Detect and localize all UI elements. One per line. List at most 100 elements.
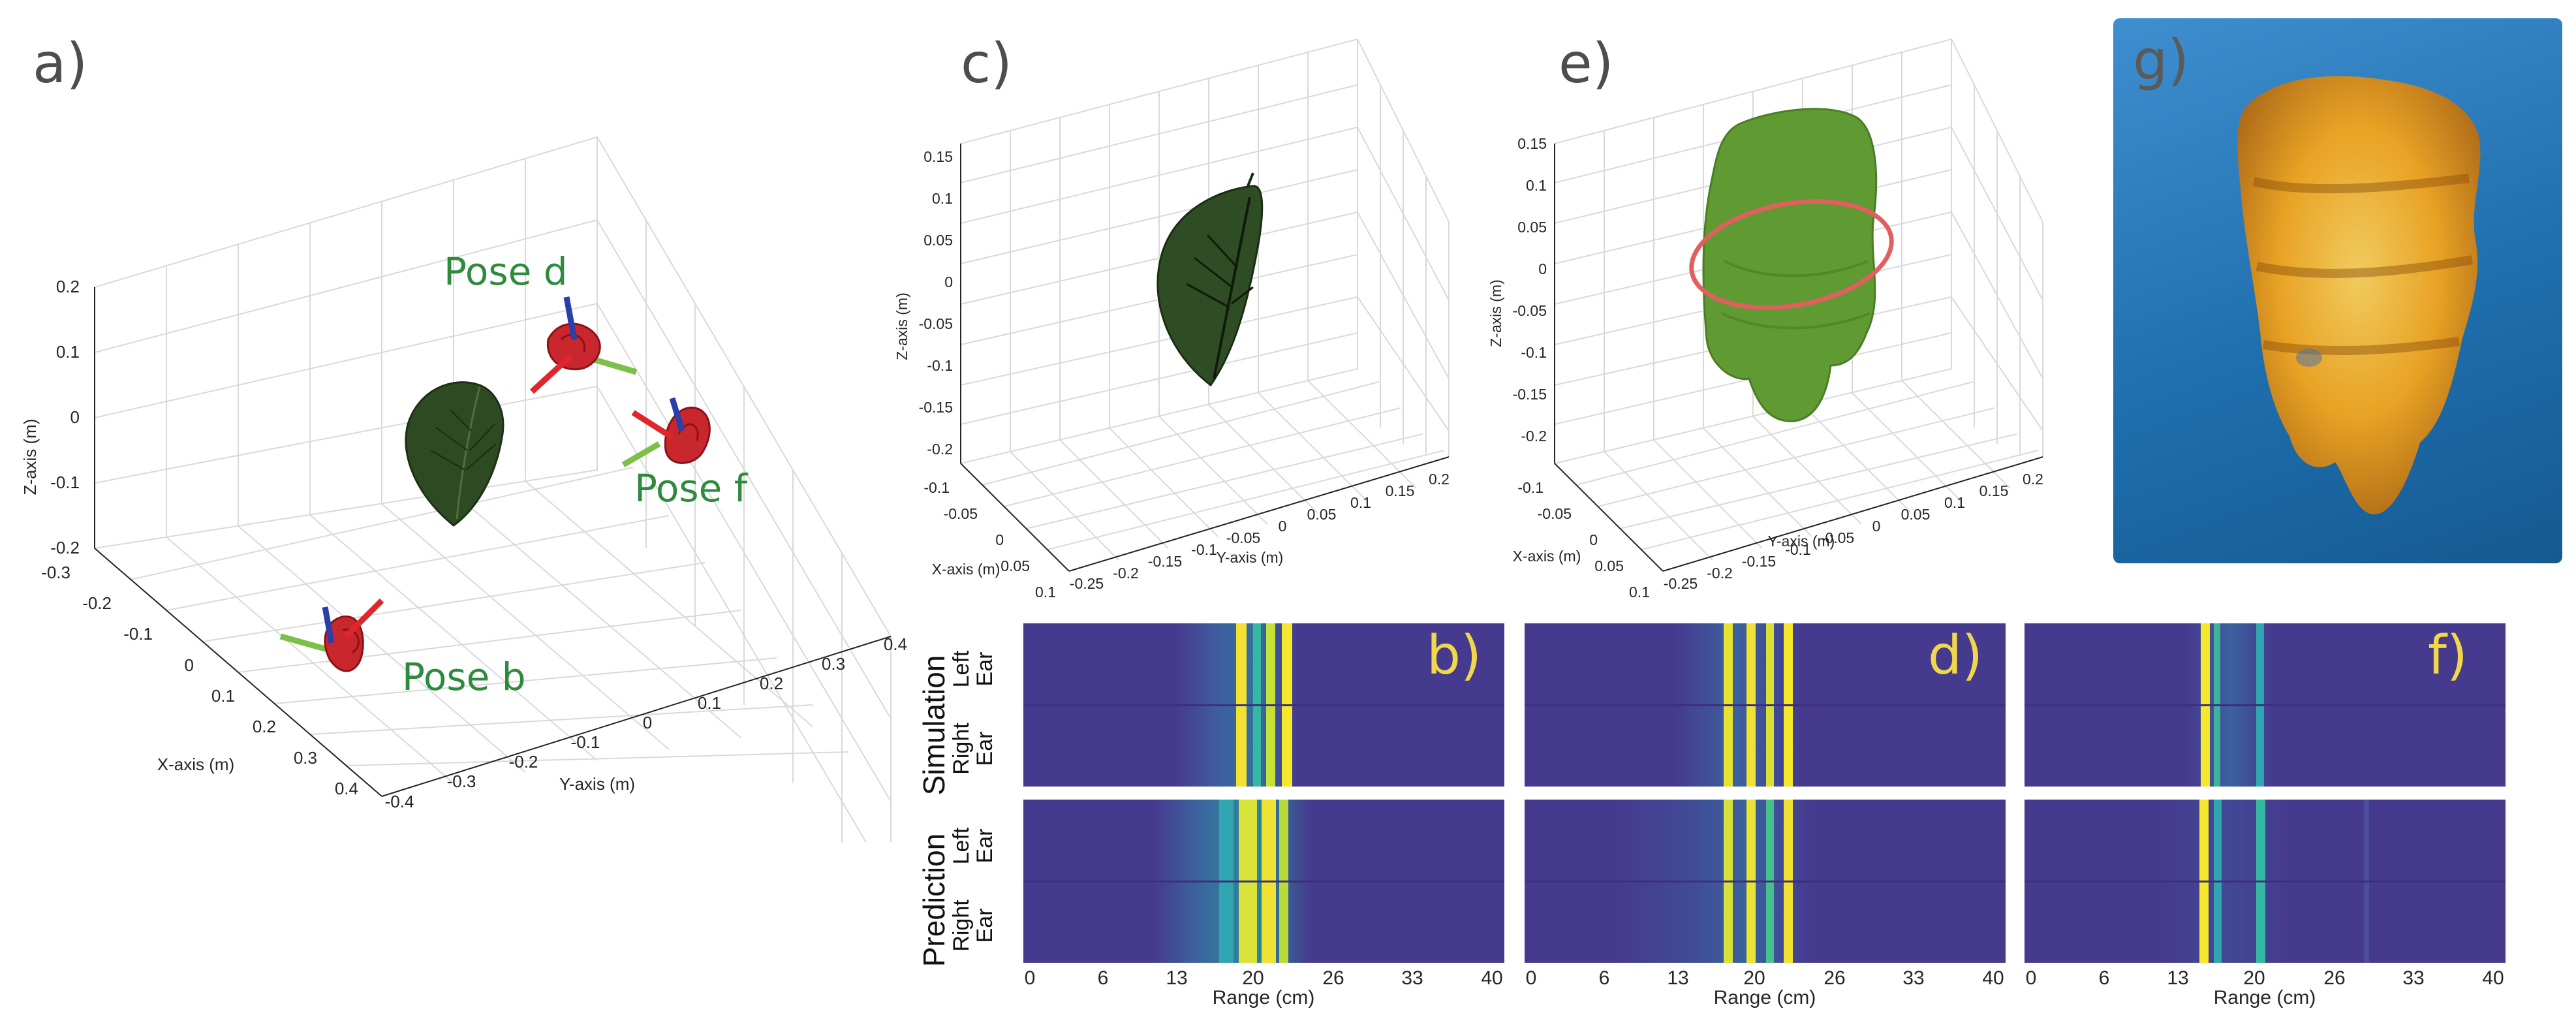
spectrogram-sim-f: f) [2025, 623, 2506, 787]
ear-divider [1023, 704, 1504, 706]
range-tick: 33 [1902, 967, 1925, 989]
z-tick: 0.05 [1517, 219, 1547, 236]
ear-line: Ear [972, 908, 997, 943]
y-tick: 0 [1279, 518, 1287, 535]
y-tick: 0 [643, 713, 652, 732]
panel-a-grid [94, 136, 892, 842]
spectrogram-pred-b [1023, 800, 1504, 963]
range-tick: 6 [1598, 967, 1610, 989]
y-tick: 0.05 [1307, 506, 1337, 523]
z-tick: -0.2 [50, 538, 80, 557]
panel-e-y-label: Y-axis (m) [1768, 533, 1835, 550]
panel-label-c: c) [961, 31, 1012, 95]
ear-divider [1023, 881, 1504, 882]
panel-e-z-ticks: 0.15 0.1 0.05 0 -0.05 -0.1 -0.15 -0.2 [1513, 135, 1547, 445]
x-tick: 0.05 [1594, 557, 1624, 574]
ear-divider [2025, 704, 2506, 706]
ear-divider [1525, 704, 2006, 706]
panel-a-z-label: Z-axis (m) [20, 419, 40, 495]
range-tick: 13 [2167, 967, 2189, 989]
row-label-prediction: Prediction [917, 833, 951, 967]
panel-label-g: g) [2133, 28, 2190, 92]
x-tick: -0.1 [923, 479, 950, 496]
y-tick: 0.3 [822, 654, 845, 674]
range-tick: 40 [1982, 967, 2004, 989]
range-tick: 20 [1743, 967, 1765, 989]
ear-line: Ear [972, 828, 997, 864]
x-tick: 0.3 [294, 748, 317, 768]
ear-line: Right [949, 723, 974, 775]
y-tick: -0.05 [1226, 529, 1260, 546]
x-tick: -0.05 [944, 505, 978, 522]
panel-c-3d-plot: 0.15 0.1 0.05 0 -0.05 -0.1 -0.15 -0.2 Z-… [888, 26, 1475, 601]
ear-label-sim-right: Right Ear [949, 713, 1002, 785]
z-tick: -0.2 [1521, 428, 1547, 445]
z-tick: -0.1 [50, 473, 80, 492]
y-tick: 0.2 [1429, 471, 1450, 488]
panel-label-b: b) [1427, 625, 1482, 687]
spectrogram-sim-d: d) [1525, 623, 2006, 787]
y-tick: -0.1 [1191, 541, 1217, 558]
range-tick: 6 [2098, 967, 2110, 989]
pose-f-label: Pose f [634, 466, 748, 510]
y-tick: -0.1 [571, 732, 600, 752]
y-tick: 0.1 [1350, 494, 1371, 511]
x-tick: 0.4 [335, 779, 358, 798]
panel-e-3d-plot: 0.15 0.1 0.05 0 -0.05 -0.1 -0.15 -0.2 Z-… [1482, 26, 2069, 601]
ear-line: Right [949, 899, 974, 952]
range-tick: 0 [2025, 967, 2037, 989]
y-tick: 0.2 [760, 674, 783, 693]
panel-a-x-ticks: -0.3 -0.2 -0.1 0 0.1 0.2 0.3 0.4 [41, 563, 358, 798]
y-tick: -0.3 [447, 772, 476, 791]
panel-g-volume-render: g) [2113, 18, 2562, 563]
range-tick: 26 [1322, 967, 1344, 989]
range-tick: 13 [1166, 967, 1188, 989]
z-tick: 0.15 [1517, 135, 1547, 152]
z-tick: 0.1 [56, 342, 80, 362]
spectrogram-pred-f [2025, 800, 2506, 963]
pose-d-label: Pose d [444, 249, 568, 294]
panel-c-z-ticks: 0.15 0.1 0.05 0 -0.05 -0.1 -0.15 -0.2 [919, 148, 953, 458]
range-tick: 26 [2323, 967, 2346, 989]
panel-e-x-label: X-axis (m) [1513, 548, 1581, 565]
z-tick: 0 [944, 273, 953, 290]
range-tick: 33 [1401, 967, 1423, 989]
panel-label-a: a) [33, 31, 88, 95]
x-tick: 0.2 [253, 717, 276, 736]
z-tick: -0.05 [919, 315, 953, 332]
range-tick: 20 [2243, 967, 2265, 989]
x-tick: 0 [995, 531, 1004, 548]
y-tick: 0.2 [2023, 471, 2043, 488]
range-tick: 6 [1097, 967, 1109, 989]
y-tick: 0.1 [698, 693, 721, 713]
z-tick: 0.1 [1526, 177, 1547, 194]
pose-b-ear-model [279, 598, 384, 672]
range-label: Range (cm) [2213, 987, 2316, 1008]
z-tick: 0.1 [932, 190, 953, 207]
panel-a-y-ticks: -0.4 -0.3 -0.2 -0.1 0 0.1 0.2 0.3 0.4 [385, 634, 907, 811]
x-tick: 0.1 [211, 686, 235, 706]
y-tick: -0.15 [1148, 553, 1182, 570]
z-tick: -0.15 [1513, 386, 1547, 403]
y-tick: -0.4 [385, 792, 414, 811]
panel-c-z-label: Z-axis (m) [893, 292, 910, 360]
pose-b-label: Pose b [402, 655, 526, 699]
x-tick: 0 [1589, 531, 1598, 548]
panel-a-axes [94, 287, 892, 797]
ear-label-pred-right: Right Ear [949, 890, 1002, 961]
z-tick: -0.1 [927, 357, 953, 374]
x-tick: 0.1 [1035, 584, 1056, 601]
x-tick: -0.05 [1538, 505, 1572, 522]
z-tick: 0.2 [56, 277, 80, 296]
range-tick: 40 [2482, 967, 2504, 989]
panel-c-axes [960, 144, 1450, 572]
panel-a-y-label: Y-axis (m) [559, 774, 635, 794]
y-tick: 0.1 [1944, 494, 1965, 511]
panel-c-leaf [1156, 172, 1264, 387]
z-tick: -0.15 [919, 399, 953, 416]
z-tick: 0.05 [923, 232, 953, 249]
z-tick: -0.1 [1521, 344, 1547, 361]
y-tick: -0.15 [1742, 553, 1776, 570]
range-tick: 33 [2402, 967, 2425, 989]
ear-line: Left [949, 827, 974, 865]
